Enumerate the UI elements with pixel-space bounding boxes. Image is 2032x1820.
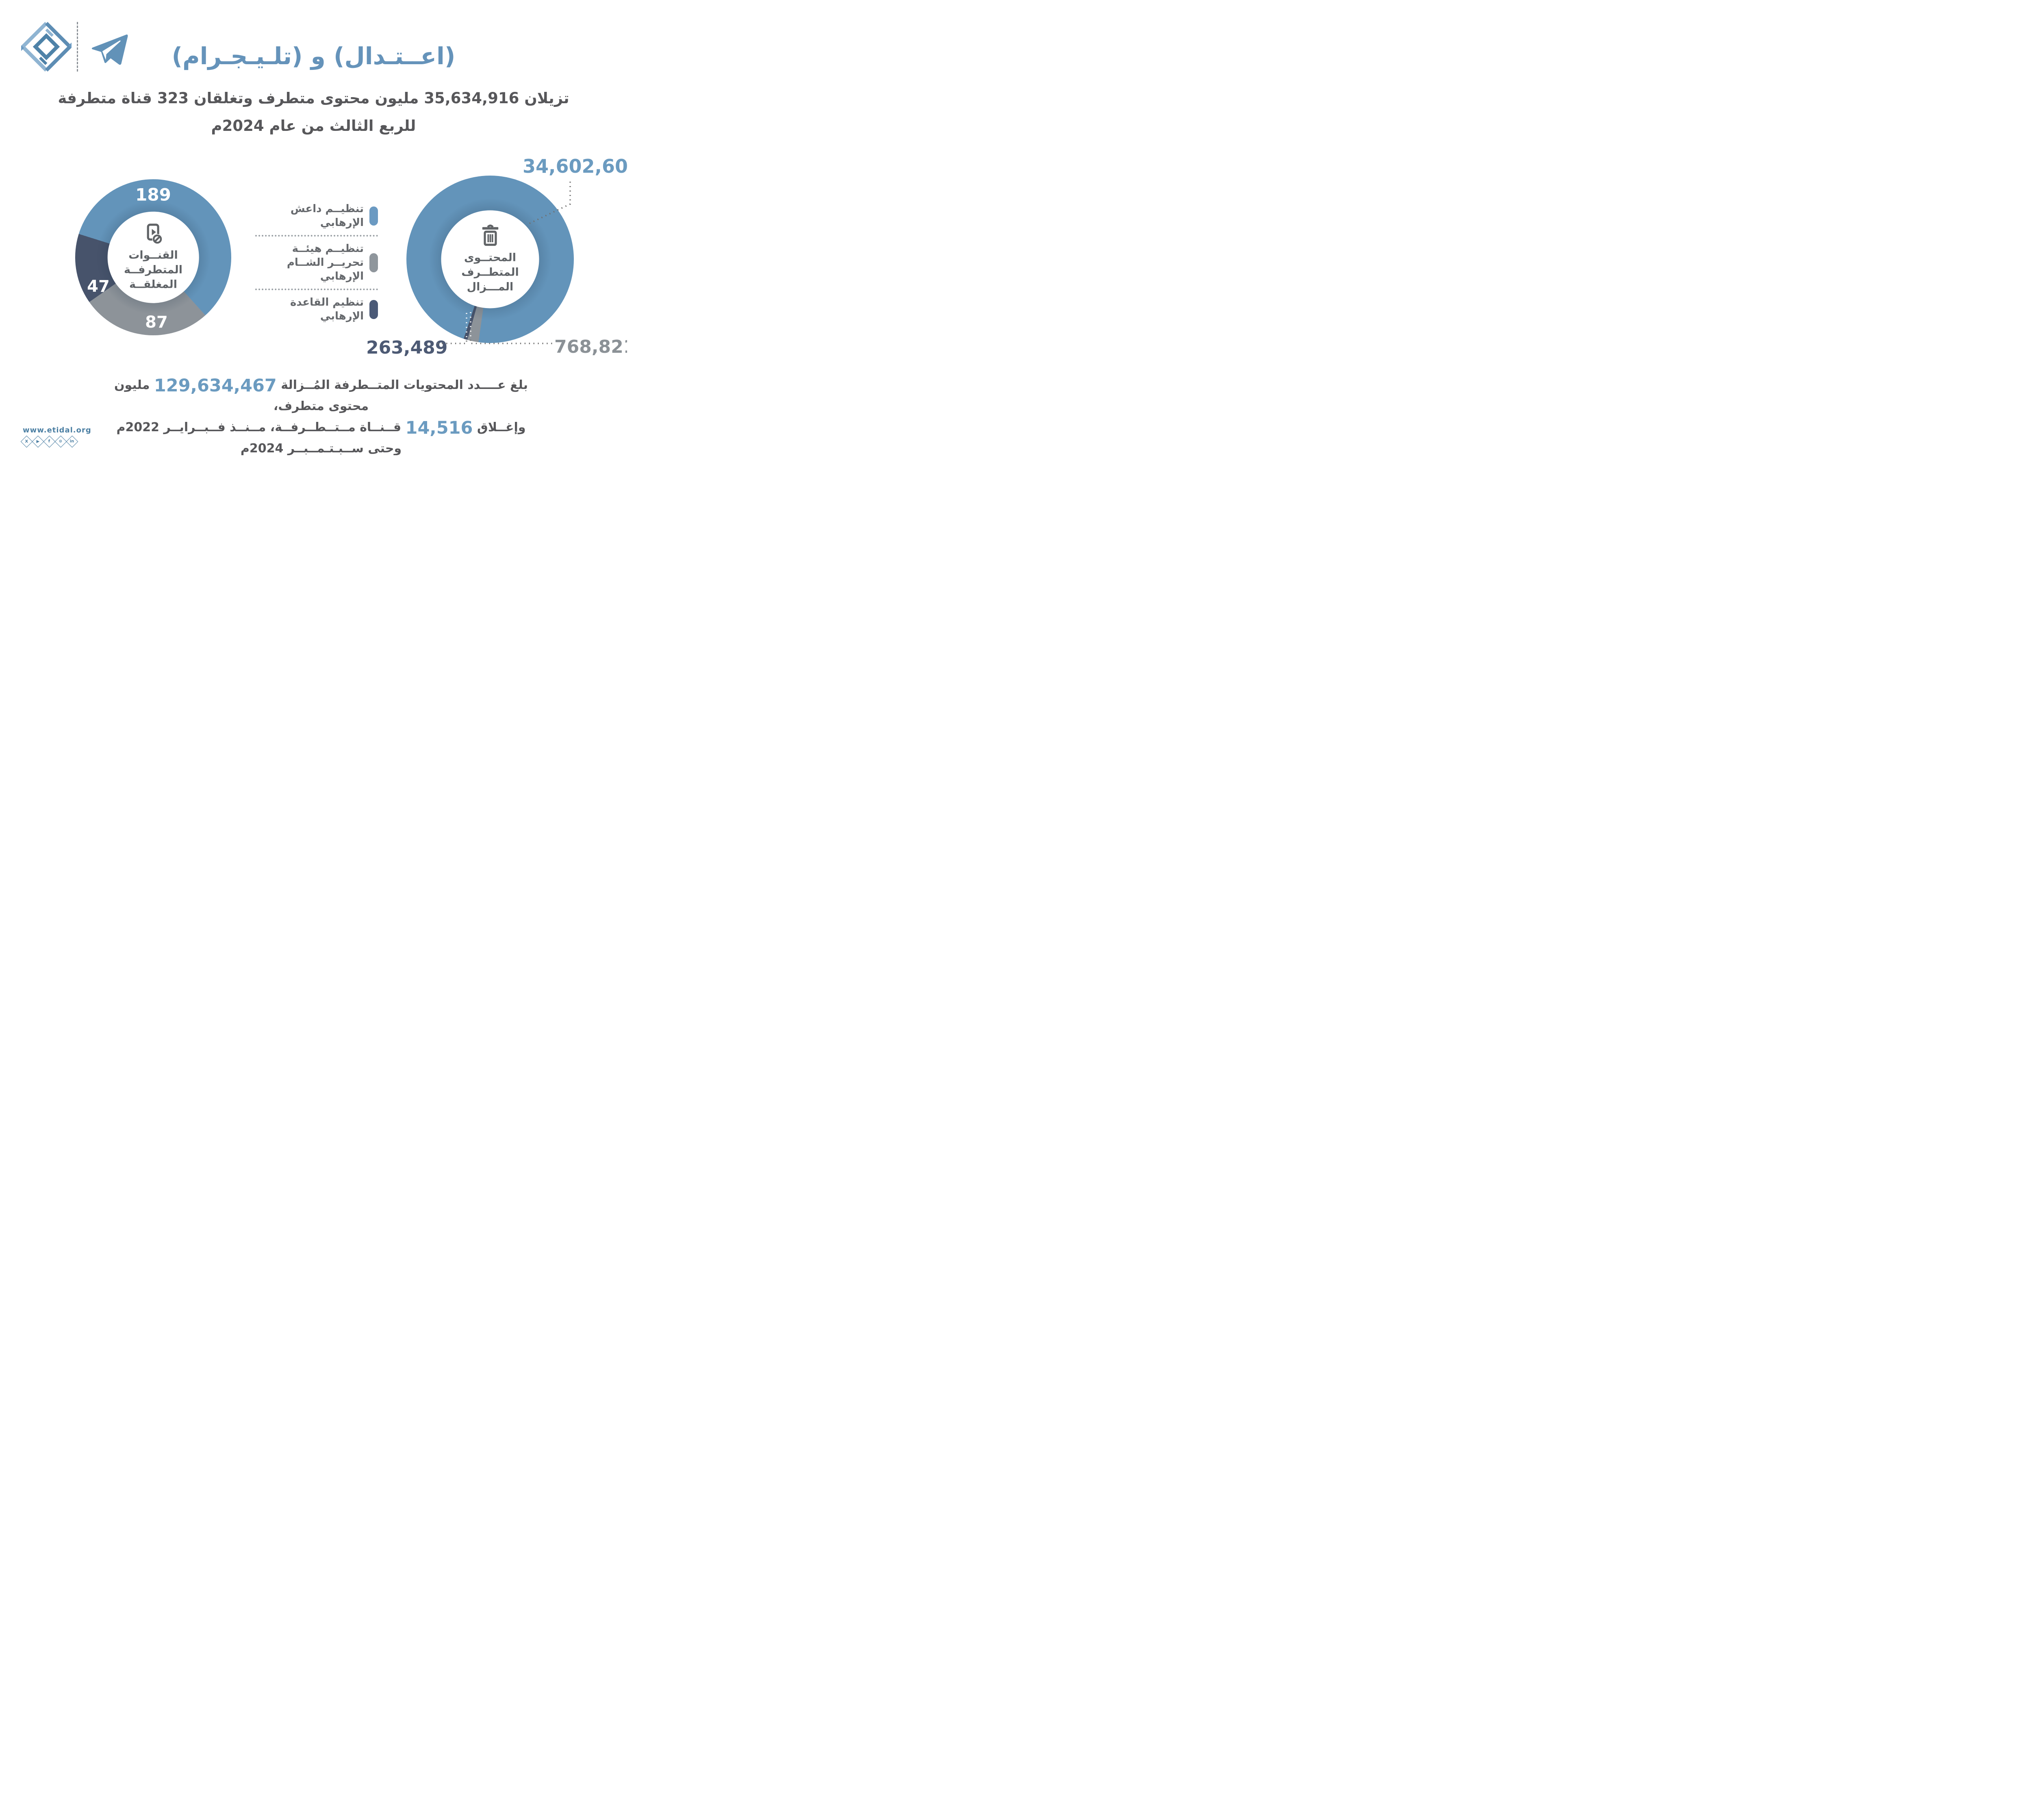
daesh-removed-content-value: 34,602,606 bbox=[523, 155, 627, 177]
alqaeda-removed-content-value: 263,489 bbox=[366, 337, 448, 358]
x-icon[interactable]: X bbox=[20, 435, 33, 448]
blocked-channel-icon bbox=[147, 224, 163, 244]
instagram-icon[interactable]: ⊙ bbox=[54, 435, 67, 448]
hts-channels-value: 87 bbox=[145, 313, 168, 332]
youtube-icon[interactable]: ▶ bbox=[32, 435, 44, 448]
telegram-icon bbox=[91, 34, 128, 65]
brand-divider bbox=[77, 22, 78, 72]
legend-item-label: تنظيــم داعش الإرهابي bbox=[290, 203, 364, 229]
closed-channels-donut: القنــوات المتطرفــة المغلقــة 189 87 47 bbox=[75, 179, 231, 335]
legend-separator bbox=[255, 289, 378, 290]
legend: تنظيــم داعش الإرهابي تنظيــم هيئــة تحر… bbox=[255, 198, 378, 327]
subtitle-line-2: للربع الثالث من عام 2024م bbox=[211, 117, 416, 135]
daesh-color-swatch bbox=[369, 206, 378, 226]
alqaeda-color-swatch bbox=[369, 300, 378, 319]
facebook-icon[interactable]: f bbox=[43, 435, 56, 448]
infographic-canvas: (اعــتـدال) و (تلـيـجـرام) تزيلان 35,634… bbox=[0, 0, 627, 455]
legend-item-alqaeda: تنظيم القاعدة الإرهابي bbox=[255, 292, 378, 327]
trash-icon bbox=[482, 224, 498, 246]
hts-color-swatch bbox=[369, 253, 378, 272]
summary-line-1: بلغ عــــدد المحتويات المتــطرفة المُــز… bbox=[114, 376, 528, 414]
alqaeda-channels-value: 47 bbox=[87, 277, 110, 296]
legend-item-label: تنظيــم هيئــة تحريــر الشــام الإرهابي bbox=[287, 243, 364, 282]
closed-channels-center: القنــوات المتطرفــة المغلقــة bbox=[107, 211, 199, 303]
legend-item-label: تنظيم القاعدة الإرهابي bbox=[290, 296, 364, 322]
page-title: (اعــتـدال) و (تلـيـجـرام) bbox=[172, 42, 456, 70]
daesh-channels-value: 189 bbox=[135, 185, 171, 205]
hts-removed-content-value: 768,821 bbox=[554, 337, 627, 357]
etidal-logo bbox=[21, 22, 72, 72]
legend-separator bbox=[255, 235, 378, 237]
removed-content-donut: المحتــوى المتطــرف المـــزال bbox=[406, 176, 574, 343]
total-closed-channels: 14,516 bbox=[405, 418, 473, 438]
removed-content-label: المحتــوى المتطــرف المـــزال bbox=[461, 251, 519, 293]
total-removed-content: 129,634,467 bbox=[154, 376, 277, 396]
social-icons: X ▶ f ⊙ in bbox=[20, 435, 78, 448]
legend-item-daesh: تنظيــم داعش الإرهابي bbox=[255, 198, 378, 233]
legend-item-hts: تنظيــم هيئــة تحريــر الشــام الإرهابي bbox=[255, 238, 378, 287]
closed-channels-label: القنــوات المتطرفــة المغلقــة bbox=[124, 249, 183, 291]
linkedin-icon[interactable]: in bbox=[66, 435, 78, 448]
website-link[interactable]: www.etidal.org bbox=[23, 426, 91, 434]
summary-note: بلغ عــــدد المحتويات المتــطرفة المُــز… bbox=[102, 375, 541, 456]
subtitle-line-1: تزيلان 35,634,916 مليون محتوى متطرف وتغل… bbox=[58, 89, 569, 107]
removed-content-center: المحتــوى المتطــرف المـــزال bbox=[441, 210, 539, 308]
summary-line-2: وإغــلاق 14,516 قــنــاة مــتــطــرفــة،… bbox=[116, 418, 526, 456]
page-subtitle: تزيلان 35,634,916 مليون محتوى متطرف وتغل… bbox=[0, 85, 627, 140]
